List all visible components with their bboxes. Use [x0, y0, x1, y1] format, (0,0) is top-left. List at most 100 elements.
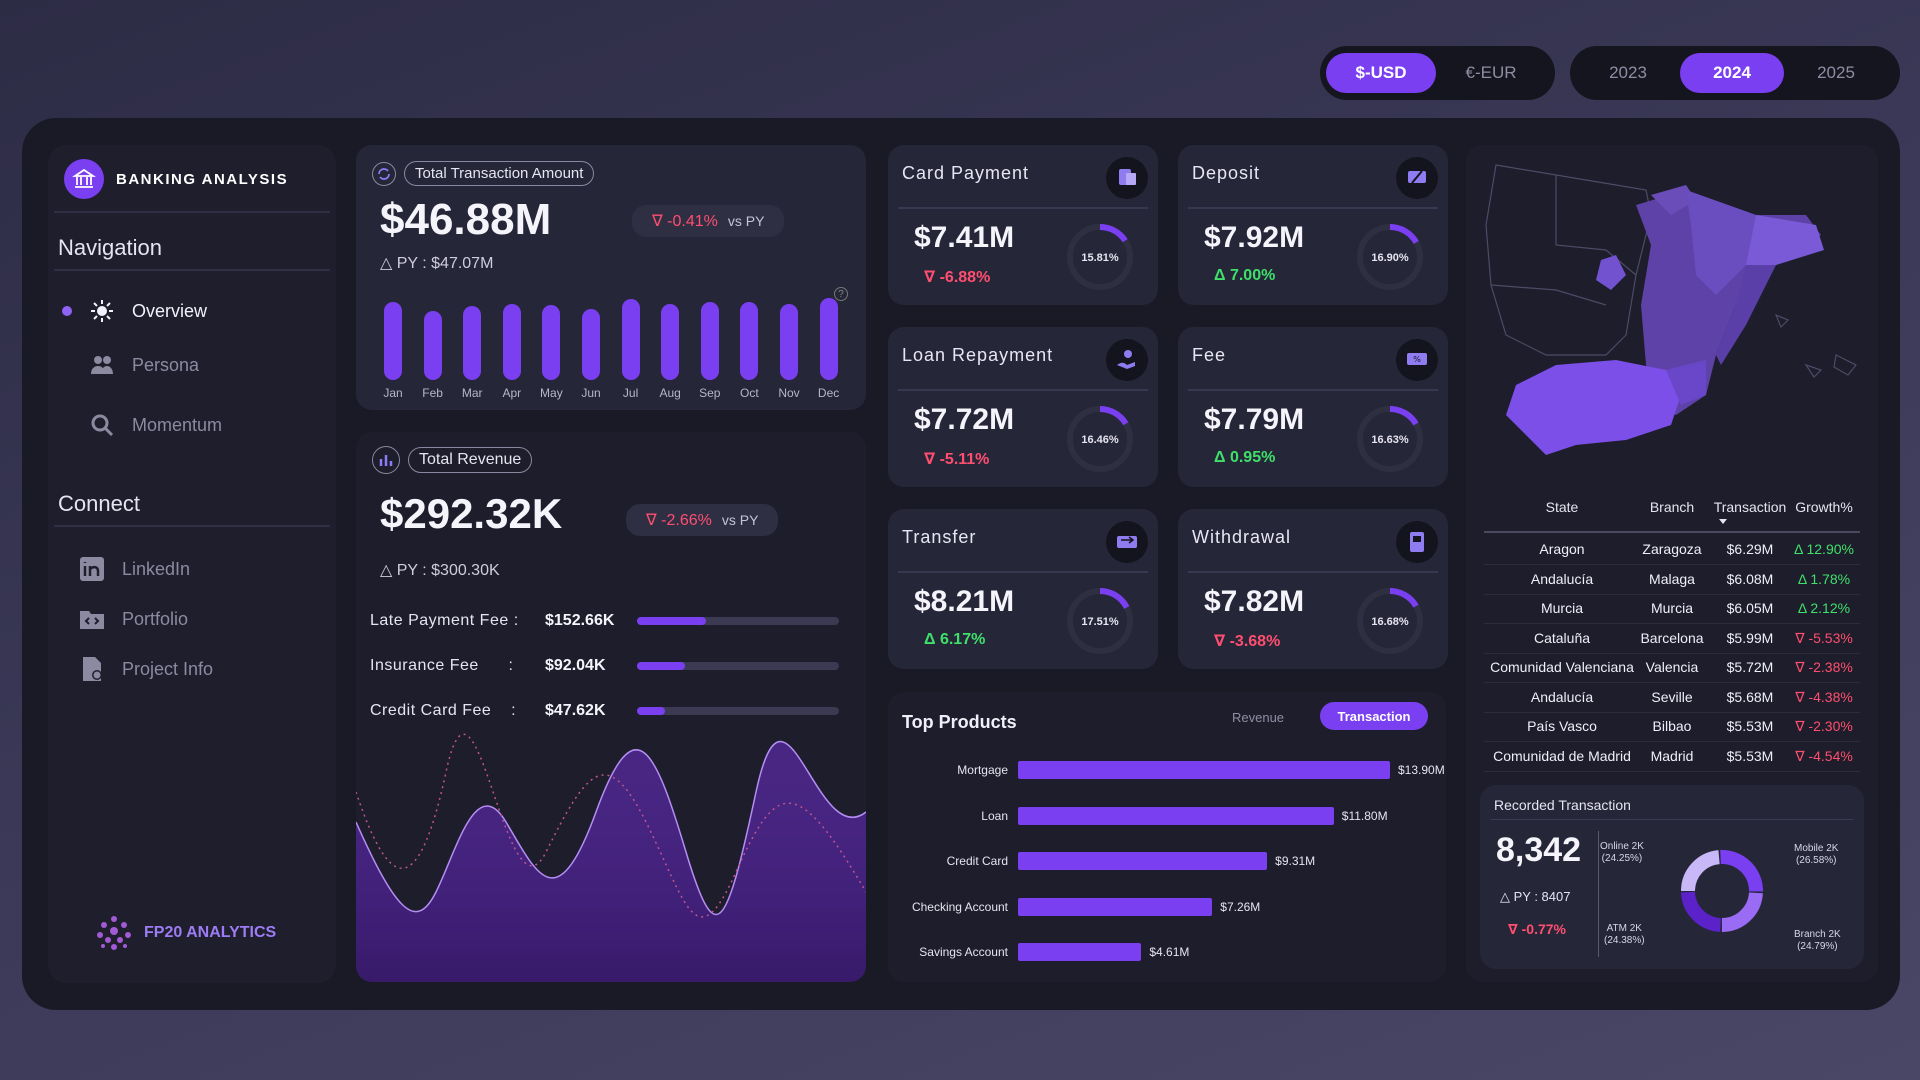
- year-2023-button[interactable]: 2023: [1609, 63, 1647, 82]
- atm-icon: [1396, 521, 1438, 563]
- month-bar[interactable]: [463, 306, 482, 380]
- month-bar[interactable]: [700, 301, 719, 380]
- product-bar[interactable]: [1018, 806, 1334, 825]
- table-cell-state: Cataluña: [1533, 629, 1591, 646]
- kpi-card-card-payment[interactable]: Card Payment $7.41M ∇ -6.88% 15.81%: [888, 145, 1158, 305]
- month-bar[interactable]: [582, 308, 600, 380]
- top-products-transaction-tab[interactable]: Transaction: [1320, 702, 1428, 730]
- nav-momentum[interactable]: Momentum: [62, 411, 222, 439]
- kpi-value: $8.21M: [914, 585, 1015, 618]
- nav-overview[interactable]: Overview: [62, 297, 207, 325]
- product-value: $13.90M: [1398, 763, 1445, 777]
- currency-usd-button[interactable]: $-USD: [1326, 53, 1436, 93]
- brand: BANKING ANALYSIS: [64, 159, 288, 199]
- table-row[interactable]: [1484, 685, 1860, 713]
- code-folder-icon: [78, 605, 106, 633]
- year-2025-button[interactable]: 2025: [1817, 63, 1855, 82]
- fp20-brand[interactable]: FP20 ANALYTICS: [94, 913, 276, 953]
- vs-py-label: vs PY: [721, 512, 759, 528]
- product-label: Loan: [981, 808, 1008, 823]
- kpi-card-transfer[interactable]: Transfer $8.21M Δ 6.17% 17.51%: [888, 509, 1158, 669]
- ring-fill: [1067, 224, 1133, 290]
- app-title: BANKING ANALYSIS: [116, 170, 289, 188]
- kpi-card-withdrawal[interactable]: Withdrawal $7.82M ∇ -3.68% 16.68%: [1178, 509, 1448, 669]
- table-row[interactable]: [1484, 537, 1860, 565]
- currency-toggle: $-USD €-EUR: [1320, 46, 1555, 100]
- product-bar[interactable]: [1018, 943, 1142, 961]
- kpi-value: $7.72M: [914, 403, 1015, 436]
- month-bar[interactable]: [819, 297, 838, 380]
- kpi-card-fee[interactable]: Fee% $7.79M Δ 0.95% 16.63%: [1178, 327, 1448, 487]
- kpi-change: ∇ -5.11%: [924, 451, 990, 468]
- divider: [1188, 571, 1438, 573]
- table-row[interactable]: [1484, 626, 1860, 654]
- table-row[interactable]: [1484, 714, 1860, 742]
- kpi-value: $7.82M: [1204, 585, 1305, 618]
- kpi-card-deposit[interactable]: Deposit $7.92M Δ 7.00% 16.90%: [1178, 145, 1448, 305]
- fee-bar-track: [637, 662, 839, 670]
- product-bar[interactable]: [1018, 761, 1390, 779]
- donut-segment-online[interactable]: [1681, 850, 1763, 932]
- divider: [898, 571, 1148, 573]
- transfer-icon: [1106, 521, 1148, 563]
- month-bar[interactable]: [780, 303, 798, 380]
- table-cell-growth: ∇ -4.54%: [1795, 747, 1853, 764]
- product-value: $11.80M: [1341, 808, 1388, 823]
- total-transaction-title: Total Transaction Amount: [404, 161, 595, 186]
- month-label: Nov: [778, 386, 800, 400]
- month-label: Feb: [422, 386, 443, 400]
- portfolio-label: Portfolio: [122, 608, 189, 629]
- navigation-heading: Navigation: [58, 235, 162, 260]
- table-row[interactable]: [1484, 596, 1860, 624]
- sidebar: BANKING ANALYSIS Navigation Overview Per…: [48, 145, 336, 983]
- top-products-revenue-tab[interactable]: Revenue: [1232, 710, 1285, 725]
- product-bar[interactable]: [1018, 897, 1213, 916]
- product-label: Mortgage: [957, 763, 1008, 777]
- donut-segment-branch[interactable]: [1681, 850, 1763, 932]
- online-legend: Online 2K (24.25%): [1600, 841, 1644, 865]
- fee-icon: %: [1396, 339, 1438, 381]
- total-revenue-value: $292.32K: [380, 490, 563, 537]
- donut-segment-mobile[interactable]: [1681, 850, 1763, 932]
- kpi-title: Withdrawal: [1192, 527, 1292, 547]
- table-cell-growth: Δ 12.90%: [1794, 541, 1854, 557]
- kpi-card-loan-repayment[interactable]: Loan Repayment $7.72M ∇ -5.11% 16.46%: [888, 327, 1158, 487]
- month-bar[interactable]: [384, 301, 402, 380]
- recorded-transaction-title: Recorded Transaction: [1494, 797, 1631, 813]
- currency-eur-button[interactable]: €-EUR: [1465, 63, 1517, 82]
- divider: [1188, 207, 1438, 209]
- product-bar[interactable]: [1018, 852, 1268, 870]
- inactive-dot: [62, 360, 72, 370]
- month-bar[interactable]: [621, 298, 640, 380]
- month-label: Sep: [699, 386, 721, 400]
- table-row[interactable]: [1484, 655, 1860, 683]
- table-cell-transaction: $5.68M: [1726, 688, 1774, 705]
- table-cell-transaction: $6.29M: [1726, 541, 1774, 557]
- atm-pct: (24.38%): [1604, 935, 1645, 946]
- spain-map: [1485, 164, 1857, 455]
- fee-value: $92.04K: [545, 657, 606, 674]
- month-bar[interactable]: [542, 305, 561, 380]
- fee-name: Credit Card Fee :: [370, 702, 517, 719]
- year-2024-button[interactable]: 2024: [1680, 53, 1784, 93]
- divider: [54, 269, 330, 271]
- mobile-pct: (26.58%): [1795, 855, 1837, 866]
- total-transaction-change-chip: ∇ -0.41% vs PY: [632, 205, 785, 237]
- month-bar[interactable]: [661, 303, 680, 380]
- link-portfolio[interactable]: Portfolio: [78, 605, 188, 633]
- kpi-title: Deposit: [1192, 163, 1261, 183]
- link-linkedin[interactable]: LinkedIn: [78, 555, 190, 583]
- table-row[interactable]: [1484, 744, 1860, 772]
- month-bar[interactable]: [423, 311, 442, 380]
- month-bar[interactable]: [502, 303, 521, 380]
- state-panel: State Branch Transaction Growth% Aragon Zarag…: [1466, 145, 1878, 982]
- help-icon[interactable]: ?: [834, 287, 848, 301]
- month-label: Oct: [740, 386, 759, 400]
- nav-persona[interactable]: Persona: [62, 351, 199, 379]
- divider: [898, 389, 1148, 391]
- divider: [1188, 389, 1438, 391]
- link-project-info[interactable]: Project Info: [78, 655, 213, 683]
- sort-desc-icon[interactable]: [1719, 519, 1727, 524]
- table-row[interactable]: [1484, 567, 1860, 595]
- month-bar[interactable]: [740, 301, 759, 380]
